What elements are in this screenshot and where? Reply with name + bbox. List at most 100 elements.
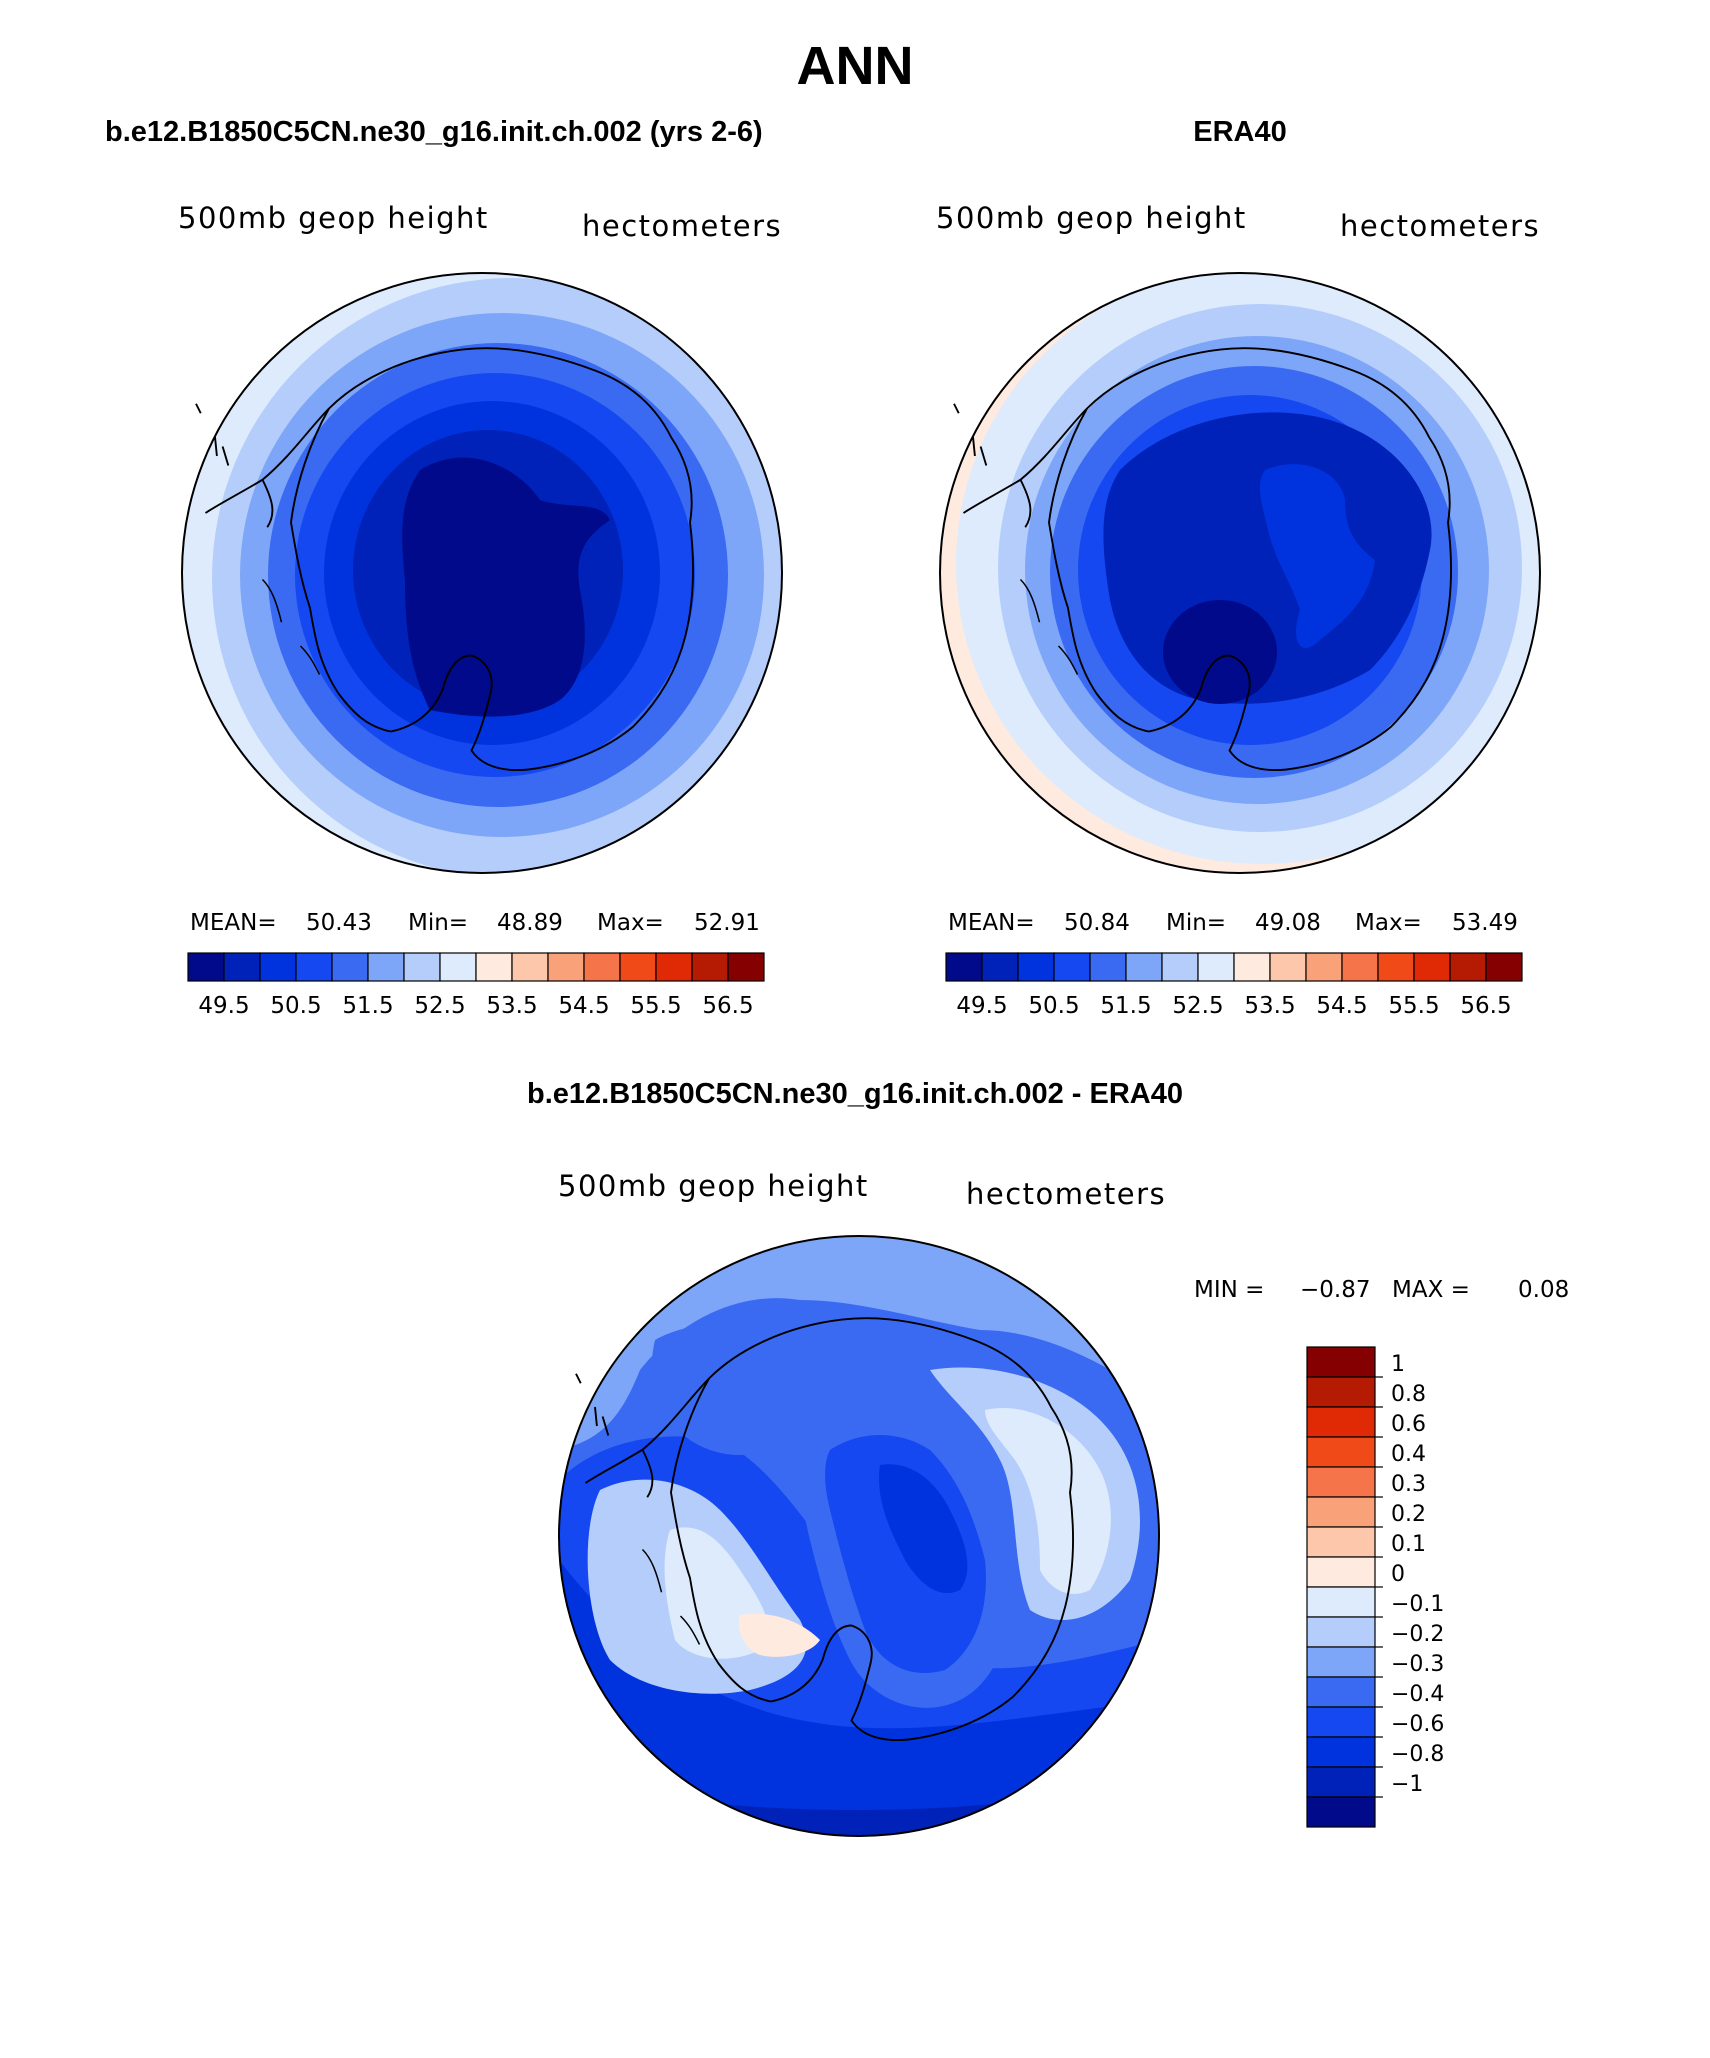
- colorbar-swatch: [295, 952, 333, 982]
- colorbar-tick-label: 53.5: [1244, 993, 1295, 1019]
- panel-diff-min-value: −0.87: [1300, 1277, 1370, 1303]
- colorbar-swatch: [1306, 1436, 1376, 1468]
- colorbar-tick-label: 49.5: [956, 993, 1007, 1019]
- colorbar-swatch: [727, 952, 765, 982]
- colorbar-swatch: [403, 952, 441, 982]
- colorbar-swatch: [187, 952, 225, 982]
- colorbar-swatch: [1449, 952, 1487, 982]
- colorbar-tick-label: 55.5: [1388, 993, 1439, 1019]
- colorbar-swatch: [259, 952, 297, 982]
- panel-model-units-label: hectometers: [582, 209, 782, 243]
- colorbar-tick-label: 0: [1391, 1562, 1405, 1587]
- colorbar-swatch: [511, 952, 549, 982]
- panel-model: b.e12.B1850C5CN.ne30_g16.init.ch.002 (yr…: [105, 116, 783, 1019]
- colorbar-swatch: [945, 952, 983, 982]
- panel-model-map: [182, 273, 782, 873]
- colorbar-swatch: [1125, 952, 1163, 982]
- panel-diff-units-label: hectometers: [966, 1177, 1166, 1211]
- colorbar-swatch: [1269, 952, 1307, 982]
- panel-obs-max-value: 53.49: [1452, 910, 1518, 936]
- colorbar-swatch: [1089, 952, 1127, 982]
- panel-obs-mean-value: 50.84: [1064, 910, 1130, 936]
- colorbar-swatch: [1413, 952, 1451, 982]
- colorbar-swatch: [691, 952, 729, 982]
- colorbar-swatch: [1306, 1406, 1376, 1438]
- colorbar-tick-label: 54.5: [1316, 993, 1367, 1019]
- colorbar-tick-label: 51.5: [342, 993, 393, 1019]
- panel-model-mean-label: MEAN=: [190, 910, 277, 936]
- panel-obs-title: ERA40: [1193, 116, 1287, 148]
- colorbar-swatch: [655, 952, 693, 982]
- colorbar-tick-label: 0.1: [1391, 1532, 1426, 1557]
- colorbar-swatch: [1306, 1376, 1376, 1408]
- panel-diff-min-label: MIN =: [1194, 1277, 1264, 1303]
- panel-model-max-label: Max=: [597, 910, 664, 936]
- colorbar-tick-label: 55.5: [630, 993, 681, 1019]
- colorbar-tick-label: 0.2: [1391, 1502, 1426, 1527]
- panel-obs-field-label: 500mb geop height: [936, 201, 1247, 235]
- colorbar-tick-label: 56.5: [1460, 993, 1511, 1019]
- colorbar-swatch: [1306, 1796, 1376, 1828]
- panel-obs-max-label: Max=: [1355, 910, 1422, 936]
- colorbar-swatch: [1017, 952, 1055, 982]
- colorbar-tick-label: −1: [1391, 1772, 1423, 1797]
- colorbar-swatch: [1305, 952, 1343, 982]
- panel-obs-min-label: Min=: [1166, 910, 1226, 936]
- colorbar-swatch: [1306, 1736, 1376, 1768]
- panel-model-max-value: 52.91: [694, 910, 760, 936]
- colorbar-swatch: [981, 952, 1019, 982]
- colorbar-tick-label: 0.6: [1391, 1412, 1426, 1437]
- colorbar-swatch: [439, 952, 477, 982]
- colorbar-tick-label: 0.4: [1391, 1442, 1426, 1467]
- colorbar-swatch: [367, 952, 405, 982]
- colorbar-swatch: [1306, 1766, 1376, 1798]
- colorbar-swatch: [1341, 952, 1379, 982]
- colorbar-tick-label: 0.3: [1391, 1472, 1426, 1497]
- panel-diff-field-label: 500mb geop height: [558, 1169, 869, 1203]
- panel-diff-colorbar: 1 0.8 0.6 0.4 0.3 0.2 0.1 0 −0.1 −0.2 −0.3 −0.4 −0.6…: [1306, 1346, 1444, 1828]
- panel-model-map-border: [181, 272, 783, 874]
- colorbar-tick-label: −0.1: [1391, 1592, 1444, 1617]
- panel-obs-units-label: hectometers: [1340, 209, 1540, 243]
- colorbar-tick-label: 50.5: [270, 993, 321, 1019]
- panel-diff-title: b.e12.B1850C5CN.ne30_g16.init.ch.002 - E…: [527, 1078, 1183, 1110]
- colorbar-swatch: [1306, 1496, 1376, 1528]
- colorbar-swatch: [1233, 952, 1271, 982]
- colorbar-tick-label: 49.5: [198, 993, 249, 1019]
- panel-obs-colorbar: 49.5 50.5 51.5 52.5 53.5 54.5 55.5 56.5: [945, 952, 1523, 1019]
- panel-obs: ERA40 500mb geop height hectometers MEAN…: [936, 116, 1541, 1019]
- panel-obs-mean-label: MEAN=: [948, 910, 1035, 936]
- colorbar-swatch: [475, 952, 513, 982]
- colorbar-tick-label: 54.5: [558, 993, 609, 1019]
- colorbar-swatch: [1306, 1706, 1376, 1738]
- colorbar-tick-label: 52.5: [1172, 993, 1223, 1019]
- colorbar-swatch: [223, 952, 261, 982]
- colorbar-tick-label: 50.5: [1028, 993, 1079, 1019]
- colorbar-swatch: [1377, 952, 1415, 982]
- panel-model-field-label: 500mb geop height: [178, 201, 489, 235]
- colorbar-tick-label: 0.8: [1391, 1382, 1426, 1407]
- colorbar-swatch: [1306, 1346, 1376, 1378]
- colorbar-swatch: [1161, 952, 1199, 982]
- colorbar-swatch: [1306, 1616, 1376, 1648]
- colorbar-swatch: [1306, 1676, 1376, 1708]
- panel-diff-max-value: 0.08: [1518, 1277, 1569, 1303]
- colorbar-swatch: [1053, 952, 1091, 982]
- colorbar-tick-label: 53.5: [486, 993, 537, 1019]
- colorbar-tick-label: −0.3: [1391, 1652, 1444, 1677]
- panel-obs-min-value: 49.08: [1255, 910, 1321, 936]
- colorbar-swatch: [331, 952, 369, 982]
- panel-diff-max-label: MAX =: [1392, 1277, 1470, 1303]
- colorbar-swatch: [1197, 952, 1235, 982]
- panel-obs-map-border: [939, 272, 1541, 874]
- colorbar-swatch: [1306, 1556, 1376, 1588]
- panel-diff-map: [559, 1236, 1159, 1836]
- panel-model-mean-value: 50.43: [306, 910, 372, 936]
- colorbar-tick-label: −0.4: [1391, 1682, 1444, 1707]
- colorbar-swatch: [619, 952, 657, 982]
- colorbar-swatch: [1485, 952, 1523, 982]
- colorbar-swatch: [1306, 1586, 1376, 1618]
- colorbar-swatch: [1306, 1526, 1376, 1558]
- page-title: ANN: [797, 36, 914, 96]
